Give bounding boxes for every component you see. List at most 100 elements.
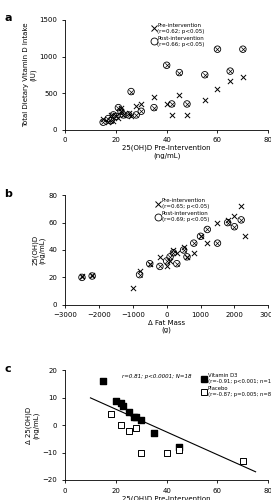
Point	[185, 111, 189, 119]
Point	[205, 226, 209, 234]
Point	[185, 100, 189, 108]
Point	[215, 239, 220, 247]
Point	[152, 104, 156, 112]
Point	[175, 260, 179, 268]
Point	[215, 239, 220, 247]
Point	[114, 112, 118, 120]
X-axis label: 25(OH)D Pre-Intervention
(ng/mL): 25(OH)D Pre-Intervention (ng/mL)	[122, 144, 211, 158]
Point	[232, 222, 237, 230]
Point	[215, 45, 220, 53]
Legend: Pre-intervention
(r=0.65; p<0.05), Post-intervention
(r=0.69; p<0.05): Pre-intervention (r=0.65; p<0.05), Post-…	[153, 196, 211, 224]
Point	[111, 111, 115, 119]
Point	[198, 232, 203, 240]
Point	[90, 272, 94, 280]
Point	[164, 257, 169, 265]
Point	[198, 232, 203, 240]
Point	[185, 253, 189, 261]
Point	[126, 426, 131, 434]
Point	[170, 100, 174, 108]
Point	[182, 246, 186, 254]
Point	[232, 212, 237, 220]
Point	[148, 260, 152, 268]
Point	[164, 100, 169, 108]
Point	[228, 67, 232, 75]
Point	[90, 272, 94, 280]
Point	[126, 111, 131, 119]
Point	[170, 100, 174, 108]
Point	[119, 400, 123, 407]
Point	[101, 118, 105, 126]
Point	[101, 114, 105, 122]
Point	[139, 448, 143, 456]
Point	[148, 260, 152, 268]
Point	[80, 272, 84, 280]
Point	[126, 110, 131, 118]
Point	[228, 78, 232, 86]
Y-axis label: 25(OH)D
(ng/mL): 25(OH)D (ng/mL)	[32, 235, 46, 265]
Point	[171, 248, 176, 256]
Point	[158, 262, 162, 270]
Point	[185, 253, 189, 261]
Point	[158, 262, 162, 270]
Point	[164, 62, 169, 70]
Point	[114, 396, 118, 404]
Point	[106, 118, 110, 126]
Point	[175, 248, 179, 256]
Point	[137, 266, 142, 274]
Point	[205, 226, 209, 234]
Text: r=0.81; p<0.0001; N=18: r=0.81; p<0.0001; N=18	[122, 374, 191, 379]
Point	[119, 108, 123, 116]
Point	[129, 88, 133, 96]
Point	[131, 413, 136, 421]
Point	[80, 274, 84, 281]
Legend: Pre-intervention
(r=0.62; p<0.05), Post-intervention
(r=0.66; p<0.05): Pre-intervention (r=0.62; p<0.05), Post-…	[149, 20, 207, 49]
Point	[192, 239, 196, 247]
Point	[119, 108, 123, 116]
Point	[241, 73, 245, 81]
Point	[185, 100, 189, 108]
Point	[114, 112, 118, 120]
Point	[106, 114, 110, 122]
Point	[119, 104, 123, 112]
Point	[134, 111, 138, 119]
Point	[121, 402, 126, 410]
Point	[111, 111, 115, 119]
Point	[192, 239, 196, 247]
Point	[137, 270, 142, 278]
Point	[241, 457, 245, 465]
Point	[111, 117, 115, 125]
Point	[241, 45, 245, 53]
Point	[129, 112, 133, 120]
Point	[198, 232, 203, 240]
Point	[114, 112, 118, 120]
Point	[134, 102, 138, 110]
Point	[158, 253, 162, 261]
Point	[121, 111, 126, 119]
Y-axis label: Total Dietary Vitamin D Intake
(IU): Total Dietary Vitamin D Intake (IU)	[23, 22, 37, 127]
Point	[228, 67, 232, 75]
Point	[225, 218, 230, 226]
Point	[175, 260, 179, 268]
Point	[177, 68, 182, 76]
Point	[131, 284, 135, 292]
Point	[177, 68, 182, 76]
Point	[126, 408, 131, 416]
Point	[134, 424, 138, 432]
Point	[177, 91, 182, 99]
Point	[137, 270, 142, 278]
Point	[182, 244, 186, 252]
Point	[171, 248, 176, 256]
Point	[119, 108, 123, 116]
Point	[121, 111, 126, 119]
Point	[109, 117, 113, 125]
Point	[205, 239, 209, 247]
Point	[185, 253, 189, 261]
Point	[129, 88, 133, 96]
Point	[192, 248, 196, 256]
Legend: Vitamin D3
(r=-0.91; p<0.001; n=10), Placebo
(r=-0.87; p=0.005; n=8): Vitamin D3 (r=-0.91; p<0.001; n=10), Pla…	[200, 371, 271, 400]
Text: a: a	[4, 14, 12, 24]
Point	[164, 448, 169, 456]
Point	[116, 104, 121, 112]
Point	[177, 443, 182, 451]
Point	[116, 104, 121, 112]
